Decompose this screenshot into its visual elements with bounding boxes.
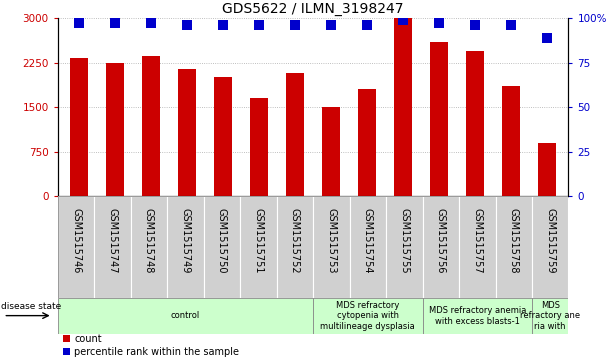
Point <box>182 23 192 28</box>
Bar <box>313 196 350 298</box>
Point <box>470 23 480 28</box>
Text: MDS
refractory ane
ria with: MDS refractory ane ria with <box>520 301 580 331</box>
Bar <box>313 298 423 334</box>
Point <box>254 23 264 28</box>
Point <box>290 23 300 28</box>
Point <box>218 23 228 28</box>
Text: GSM1515750: GSM1515750 <box>217 208 227 274</box>
Point <box>362 23 372 28</box>
Text: MDS refractory
cytopenia with
multilineage dysplasia: MDS refractory cytopenia with multilinea… <box>320 301 415 331</box>
Text: GSM1515755: GSM1515755 <box>399 208 409 274</box>
Text: GSM1515748: GSM1515748 <box>144 208 154 274</box>
Point <box>506 23 516 28</box>
Bar <box>58 196 94 298</box>
Bar <box>142 56 161 196</box>
Text: disease state: disease state <box>1 302 61 311</box>
Text: GSM1515758: GSM1515758 <box>509 208 519 274</box>
Bar <box>386 196 423 298</box>
Text: control: control <box>171 311 200 320</box>
Bar <box>204 196 240 298</box>
Point <box>147 21 156 26</box>
Text: GSM1515746: GSM1515746 <box>71 208 81 274</box>
Bar <box>496 196 532 298</box>
Text: GSM1515757: GSM1515757 <box>472 208 482 274</box>
Bar <box>277 196 313 298</box>
Text: GSM1515752: GSM1515752 <box>290 208 300 274</box>
Bar <box>214 77 232 196</box>
Title: GDS5622 / ILMN_3198247: GDS5622 / ILMN_3198247 <box>223 2 404 16</box>
Point <box>542 35 552 41</box>
Legend: count, percentile rank within the sample: count, percentile rank within the sample <box>63 334 240 357</box>
Bar <box>466 51 484 196</box>
Bar <box>502 86 520 196</box>
Bar <box>167 196 204 298</box>
Bar <box>58 298 313 334</box>
Text: GSM1515749: GSM1515749 <box>181 208 190 274</box>
Bar <box>322 107 340 196</box>
Bar <box>240 196 277 298</box>
Bar <box>394 18 412 196</box>
Bar <box>430 42 448 196</box>
Bar <box>106 62 124 196</box>
Bar <box>459 196 496 298</box>
Point <box>74 21 84 26</box>
Bar <box>94 196 131 298</box>
Bar <box>286 73 304 196</box>
Bar <box>350 196 386 298</box>
Bar <box>131 196 167 298</box>
Bar <box>532 196 568 298</box>
Point <box>398 17 408 23</box>
Text: GSM1515754: GSM1515754 <box>363 208 373 274</box>
Bar <box>358 89 376 196</box>
Bar <box>423 298 532 334</box>
Bar <box>71 58 88 196</box>
Point <box>111 21 120 26</box>
Bar <box>250 98 268 196</box>
Bar <box>538 143 556 196</box>
Text: MDS refractory anemia
with excess blasts-1: MDS refractory anemia with excess blasts… <box>429 306 526 326</box>
Point <box>434 21 444 26</box>
Bar <box>423 196 459 298</box>
Text: GSM1515759: GSM1515759 <box>545 208 555 274</box>
Point <box>326 23 336 28</box>
Text: GSM1515747: GSM1515747 <box>108 208 117 274</box>
Bar <box>178 69 196 196</box>
Bar <box>532 298 568 334</box>
Text: GSM1515756: GSM1515756 <box>436 208 446 274</box>
Text: GSM1515751: GSM1515751 <box>254 208 263 274</box>
Text: GSM1515753: GSM1515753 <box>326 208 336 274</box>
